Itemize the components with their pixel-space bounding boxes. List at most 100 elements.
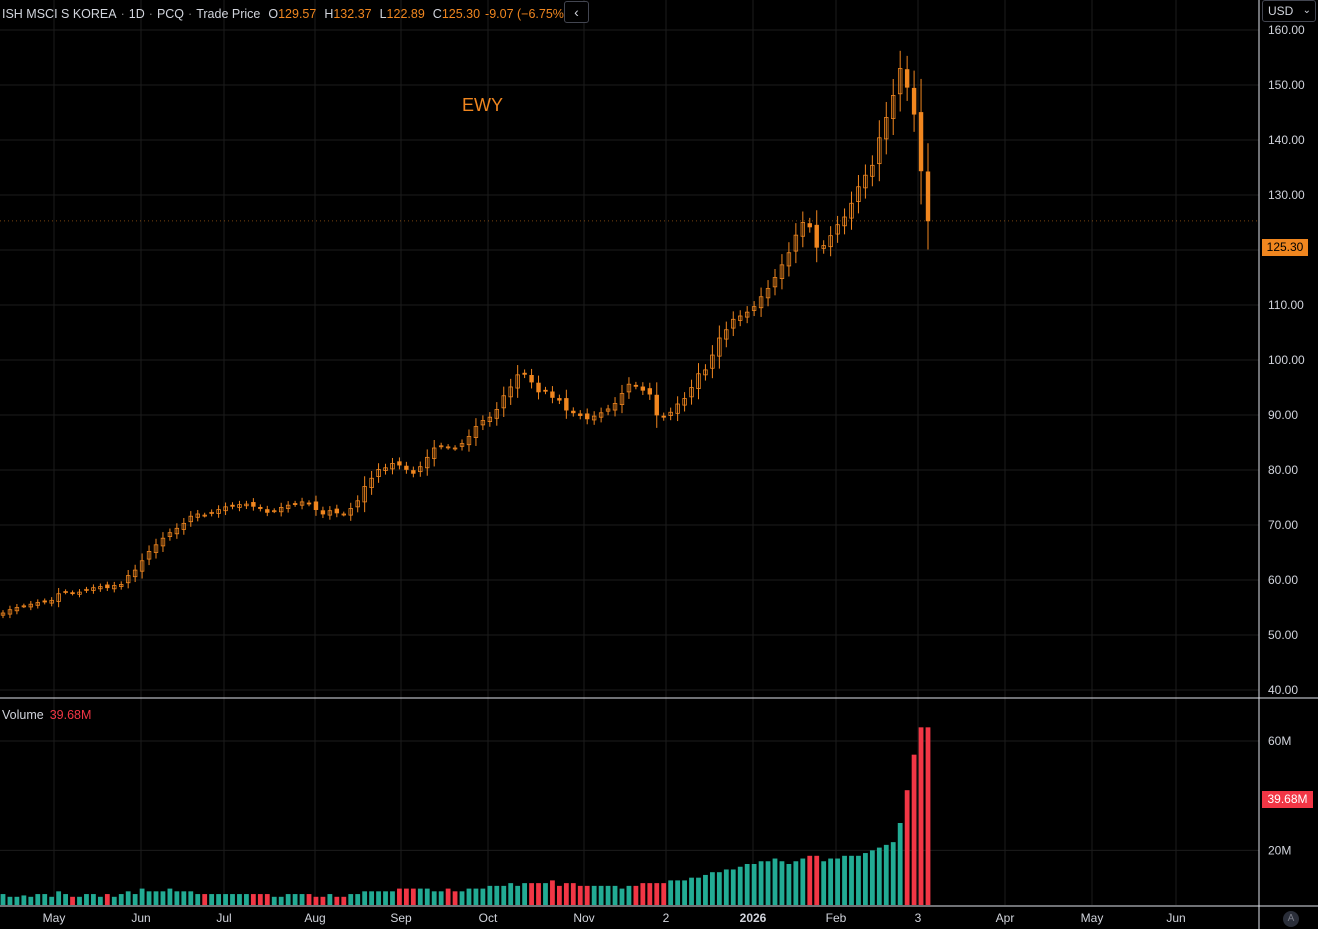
candle-body [265,509,270,513]
candle-body [758,296,764,309]
volume-bar [118,894,124,905]
candle-body [557,398,562,401]
y-tick-label: 40.00 [1268,683,1298,697]
volume-bar [42,894,48,905]
candle-body [494,409,499,419]
volume-bar [737,866,743,905]
candle-body [710,354,715,369]
candle-body [821,245,826,249]
candle-body [487,416,493,423]
x-tick-label: Oct [479,911,498,925]
collapse-legend-button[interactable]: ‹ [564,1,589,23]
volume-bar [807,855,813,905]
auto-scale-button[interactable]: A [1283,911,1299,927]
volume-bar [897,823,903,905]
volume-bar [765,861,771,905]
volume-bar [911,754,917,905]
candle-body [7,609,13,615]
candle-body [216,509,221,514]
candle-body [188,515,193,523]
y-tick-label: 160.00 [1268,23,1305,37]
candle-body [807,223,812,228]
candle-body [814,224,819,248]
candle-body [911,87,917,115]
candle-body [731,318,736,329]
volume-bar [327,894,333,905]
volume-bar [828,858,834,905]
candle-body [717,337,722,357]
candle-body [591,415,597,421]
volume-value: 39.68M [49,708,92,722]
x-tick-label: Apr [996,911,1015,925]
currency-selector[interactable]: USD ⌄ [1262,0,1316,22]
x-tick-label: Feb [826,911,847,925]
volume-bar [390,891,395,905]
volume-bar [856,855,861,905]
volume-bar [730,869,736,905]
candle-body [119,584,124,588]
volume-bar [334,896,340,905]
change-value: -9.07 (−6.75%) [485,7,569,21]
candle-body [438,445,444,448]
volume-bar [869,850,875,905]
candle-body [738,315,743,321]
volume-bar [612,885,618,905]
volume-bar [188,891,194,905]
candle-body [772,277,778,288]
volume-tick-label: 20M [1268,843,1291,857]
volume-bar [480,888,486,905]
candle-body [202,514,207,517]
candle-body [49,599,54,604]
x-tick-label: May [1081,911,1104,925]
candle-body [647,388,653,395]
y-tick-label: 130.00 [1268,188,1305,202]
price-type-label: Trade Price [196,7,261,21]
volume-bar [14,896,20,905]
candle-body [91,587,96,591]
candle-body [411,470,416,474]
candle-body [870,164,875,177]
volume-bar [362,891,368,905]
candle-body [689,387,694,398]
candle-body [292,503,298,505]
candle-body [105,584,110,589]
volume-bar [28,896,34,905]
volume-bar [577,885,583,905]
volume-bar [341,896,347,905]
volume-bar [63,894,68,905]
candle-body [209,511,214,514]
candle-body [195,513,200,518]
candle-body [585,413,590,420]
volume-bar [751,864,757,905]
candle-body [237,504,242,508]
symbol-watermark: EWY [462,95,504,115]
candle-body [56,593,61,602]
candle-body [779,264,785,280]
volume-bar [890,842,896,905]
volume-bar [522,883,528,905]
candle-body [0,612,6,616]
volume-bar [758,861,764,905]
volume-bar [278,896,284,905]
volume-bar [570,883,576,905]
volume-bar [153,891,159,905]
candle-body [181,522,187,530]
candle-body [884,117,889,140]
interval-label[interactable]: 1D [128,7,145,21]
candle-body [925,171,931,222]
volume-bar [438,891,444,905]
candle-body [626,383,632,393]
candle-body [793,234,799,252]
candle-body [842,216,847,227]
volume-bar [543,883,548,905]
volume-bar [793,861,799,905]
volume-bar [556,885,562,905]
volume-bar [626,885,632,905]
instrument-name[interactable]: ISH MSCI S KOREA [2,7,117,21]
volume-bar [598,885,604,905]
volume-bar [383,891,388,905]
candle-body [35,602,40,606]
candle-body [849,202,854,219]
volume-bar [209,894,215,905]
